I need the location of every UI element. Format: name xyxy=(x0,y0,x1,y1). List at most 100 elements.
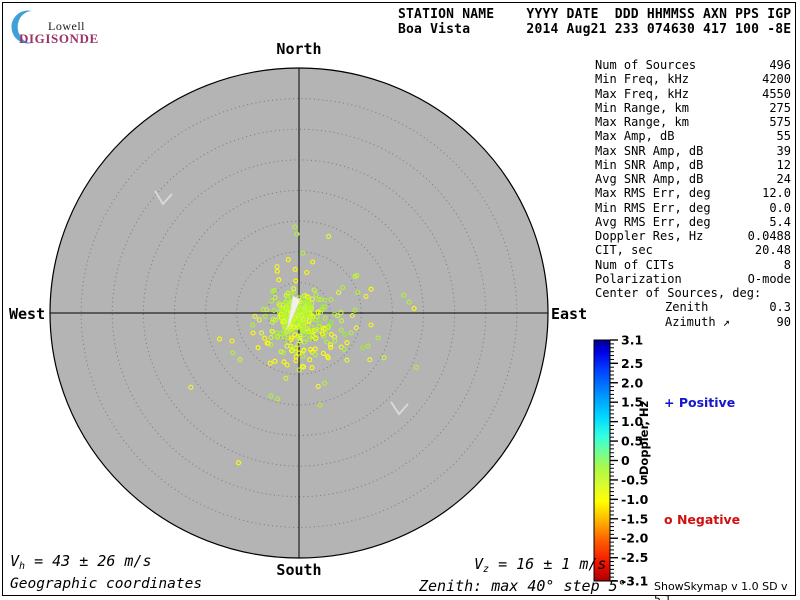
source-point xyxy=(306,337,312,343)
source-point xyxy=(293,354,299,360)
source-point xyxy=(303,312,309,318)
source-point xyxy=(258,330,265,336)
source-point xyxy=(300,353,306,359)
logo-lowell-text: Lowell xyxy=(48,19,85,33)
colorbar-tick-label: 0.5 xyxy=(621,434,643,449)
source-point xyxy=(326,233,332,239)
source-point xyxy=(268,334,274,341)
colorbar-tick-label: -1.5 xyxy=(621,511,648,526)
ring-mark xyxy=(390,401,409,416)
source-point xyxy=(317,402,323,408)
source-point xyxy=(353,325,359,331)
source-point xyxy=(360,345,366,351)
zenith-scale-label: Zenith: max 40° step 5° xyxy=(419,577,627,595)
source-point xyxy=(289,345,295,352)
source-point xyxy=(282,311,288,317)
source-point xyxy=(267,360,273,366)
source-point xyxy=(294,231,300,237)
stat-value: 4550 xyxy=(762,86,791,101)
source-point xyxy=(270,288,276,294)
source-point xyxy=(338,310,344,316)
stat-label: Max Range, km xyxy=(595,115,689,129)
app-version-label: ShowSkymap v 1.0 SD v 5.1 xyxy=(654,580,788,600)
stat-value: O-mode xyxy=(747,271,791,286)
source-point xyxy=(312,352,318,358)
source-point xyxy=(262,335,268,341)
source-point xyxy=(252,313,258,319)
source-point xyxy=(315,309,321,315)
source-point xyxy=(188,384,194,390)
stat-value: 12 xyxy=(776,157,791,172)
stat-row: Center of Sources, deg: xyxy=(595,286,791,300)
source-point xyxy=(285,338,291,344)
colorbar-tick-label: 0 xyxy=(621,453,630,468)
vertical-velocity-readout: Vz = 16 ± 1 m/s xyxy=(474,555,607,575)
source-point xyxy=(319,304,326,310)
station-header: STATION NAME YYYY DATE DDD HHMMSS AXN PP… xyxy=(398,7,791,37)
stat-row: Max RMS Err, deg 12.0 xyxy=(595,186,791,200)
stat-row: Min Range, km 275 xyxy=(595,101,791,115)
stat-label: Min Freq, kHz xyxy=(595,72,689,87)
colorbar-axis-title: Doppler, Hz xyxy=(637,401,651,476)
source-point xyxy=(320,350,326,356)
source-point xyxy=(274,268,280,274)
source-point xyxy=(339,318,345,324)
source-point xyxy=(313,317,319,323)
stat-label: Zenith xyxy=(665,300,709,315)
colorbar-tick-label: -2.0 xyxy=(621,531,649,546)
source-point xyxy=(250,322,256,328)
lowell-digisonde-logo: Lowell DIGISONDE xyxy=(8,6,138,46)
source-point xyxy=(281,359,287,365)
stat-row: Avg RMS Err, deg 5.4 xyxy=(595,215,791,229)
source-point xyxy=(216,336,223,342)
stat-label: Min SNR Amp, dB xyxy=(595,157,704,172)
source-point xyxy=(264,340,270,346)
source-point xyxy=(338,327,344,333)
source-point xyxy=(344,340,350,346)
source-point xyxy=(406,299,412,305)
source-point xyxy=(272,358,278,364)
source-point xyxy=(285,257,291,263)
colorbar-tick-label: 3.1 xyxy=(621,333,643,348)
source-point xyxy=(344,357,350,363)
source-point xyxy=(328,331,334,337)
source-point xyxy=(283,375,289,381)
source-point xyxy=(342,331,348,337)
source-point xyxy=(276,302,282,308)
source-point xyxy=(381,355,387,361)
stat-row: Azimuth ↗ 90 xyxy=(595,315,791,329)
source-point xyxy=(309,349,315,355)
stat-value: 8 xyxy=(783,257,791,272)
source-point xyxy=(278,349,284,355)
source-point xyxy=(250,330,256,336)
source-point xyxy=(328,344,334,350)
source-point xyxy=(324,339,330,345)
colorbar-tick-label: 1.5 xyxy=(621,395,643,410)
stat-label: Min RMS Err, deg xyxy=(595,200,711,215)
colorbar-tick-label: 2.0 xyxy=(621,375,643,390)
station-header-values: Boa Vista 2014 Aug21 233 074630 417 100 … xyxy=(398,22,792,37)
compass-south-label: South xyxy=(276,561,322,579)
horizontal-velocity-readout: Vh = 43 ± 26 m/s xyxy=(10,552,152,572)
source-point xyxy=(340,284,346,291)
source-point xyxy=(295,341,301,348)
source-point xyxy=(292,224,298,230)
source-point xyxy=(306,303,312,309)
stat-value: 90 xyxy=(776,314,791,329)
source-point xyxy=(297,338,303,344)
source-point xyxy=(284,343,290,349)
stat-row: Min RMS Err, deg 0.0 xyxy=(595,201,791,215)
source-point xyxy=(276,300,282,306)
source-point xyxy=(292,266,298,272)
stat-row: Min SNR Amp, dB 12 xyxy=(595,158,791,172)
source-point xyxy=(349,312,355,319)
source-point xyxy=(300,316,306,323)
negative-doppler-legend: o Negative xyxy=(664,512,741,527)
source-point xyxy=(401,292,407,298)
source-point xyxy=(306,300,312,307)
source-point xyxy=(311,287,317,293)
source-point xyxy=(317,320,323,326)
stat-row: CIT, sec 20.48 xyxy=(595,243,791,257)
